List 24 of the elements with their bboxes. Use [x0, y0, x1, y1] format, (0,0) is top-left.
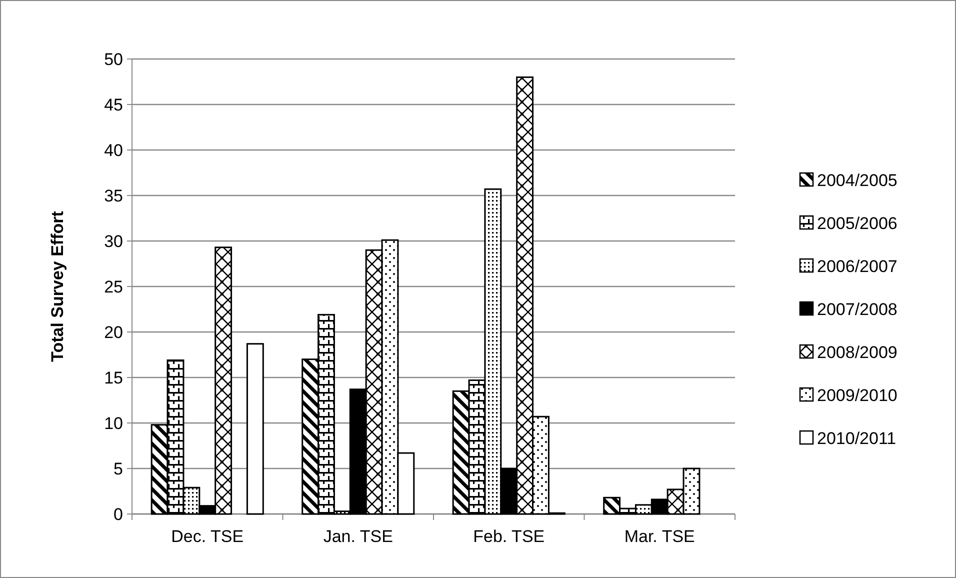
- legend-label: 2007/2008: [817, 300, 898, 319]
- x-tick-label: Jan. TSE: [323, 527, 393, 546]
- y-tick-label: 40: [104, 140, 123, 160]
- y-tick-label: 35: [104, 186, 123, 206]
- legend-label: 2010/2011: [817, 428, 896, 448]
- bar: [246, 343, 264, 515]
- y-tick-label: 30: [104, 232, 123, 251]
- legend-label: 2005/2006: [817, 214, 898, 233]
- y-tick-label: 20: [104, 322, 123, 342]
- y-tick-label: 50: [104, 50, 123, 69]
- y-axis-title: Total Survey Effort: [48, 210, 67, 362]
- legend-label: 2006/2007: [817, 256, 898, 276]
- x-tick-label: Dec. TSE: [171, 527, 244, 546]
- x-tick-label: Mar. TSE: [624, 527, 695, 546]
- y-tick-label: 10: [104, 414, 123, 433]
- x-tick-label: Feb. TSE: [473, 527, 545, 546]
- y-tick-label: 5: [114, 459, 123, 478]
- y-tick-label: 45: [104, 95, 123, 114]
- legend-label: 2008/2009: [817, 342, 898, 362]
- y-tick-label: 0: [114, 504, 123, 524]
- y-tick-label: 25: [104, 277, 123, 296]
- legend-label: 2009/2010: [817, 386, 898, 405]
- legend-label: 2004/2005: [817, 170, 898, 190]
- y-tick-label: 15: [104, 368, 123, 388]
